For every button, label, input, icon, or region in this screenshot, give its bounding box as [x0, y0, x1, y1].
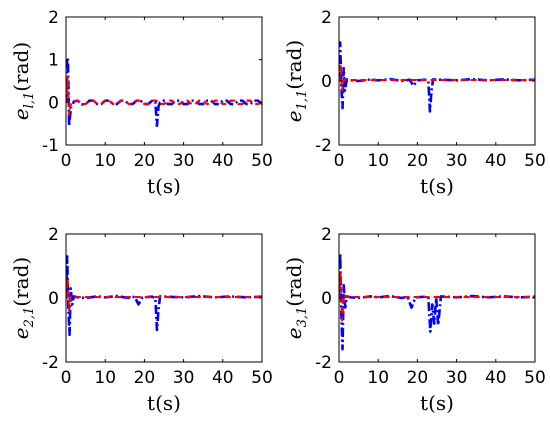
x-tick-label: 20 — [134, 151, 156, 171]
y-tick-label: 0 — [48, 93, 59, 113]
series-line-1 — [339, 41, 535, 113]
y-tick-label: 0 — [321, 72, 332, 92]
x-tick-label: 40 — [485, 151, 507, 171]
x-tick-label: 40 — [212, 151, 234, 171]
y-axis-label: e2,1(rad) — [9, 257, 37, 339]
x-axis-label: t(s) — [420, 174, 454, 198]
series-line-1 — [66, 56, 262, 128]
x-tick-label: 50 — [524, 151, 546, 171]
series-line-1 — [66, 255, 262, 337]
series-line-2 — [66, 75, 262, 117]
x-tick-label: 0 — [61, 151, 72, 171]
x-tick-label: 10 — [367, 151, 389, 171]
x-tick-label: 30 — [173, 151, 195, 171]
y-tick-label: 0 — [48, 289, 59, 309]
y-tick-label: -2 — [315, 136, 332, 156]
x-tick-label: 40 — [212, 368, 234, 388]
x-tick-label: 40 — [485, 368, 507, 388]
x-axis-label: t(s) — [147, 391, 181, 415]
series-line-2 — [339, 63, 535, 92]
x-axis-label: t(s) — [420, 391, 454, 415]
x-tick-label: 0 — [61, 368, 72, 388]
x-tick-label: 20 — [134, 368, 156, 388]
y-tick-label: 2 — [48, 8, 59, 28]
x-tick-label: 20 — [407, 368, 429, 388]
x-axis-label: t(s) — [147, 174, 181, 198]
x-tick-label: 0 — [334, 151, 345, 171]
y-tick-label: 2 — [321, 8, 332, 28]
x-tick-label: 50 — [524, 368, 546, 388]
y-axis-label: e1,1(rad) — [282, 40, 310, 122]
x-tick-label: 30 — [446, 151, 468, 171]
x-tick-label: 50 — [251, 368, 273, 388]
y-tick-label: 0 — [321, 289, 332, 309]
y-tick-label: -2 — [315, 353, 332, 373]
y-axis-label: e3,1(rad) — [282, 257, 310, 339]
x-tick-label: 30 — [446, 368, 468, 388]
y-tick-label: 1 — [48, 51, 59, 71]
x-tick-label: 50 — [251, 151, 273, 171]
y-tick-label: 2 — [321, 225, 332, 245]
x-tick-label: 10 — [94, 151, 116, 171]
axes-frame — [65, 16, 263, 146]
series-line-1 — [339, 251, 535, 351]
series-line-2 — [339, 271, 535, 322]
x-tick-label: 30 — [173, 368, 195, 388]
y-tick-label: -1 — [42, 136, 59, 156]
series-line-2 — [66, 277, 262, 312]
x-tick-label: 0 — [334, 368, 345, 388]
y-tick-label: -2 — [42, 353, 59, 373]
x-tick-label: 20 — [407, 151, 429, 171]
y-tick-label: 2 — [48, 225, 59, 245]
y-axis-label: el,1(rad) — [9, 42, 37, 120]
x-tick-label: 10 — [367, 368, 389, 388]
x-tick-label: 10 — [94, 368, 116, 388]
